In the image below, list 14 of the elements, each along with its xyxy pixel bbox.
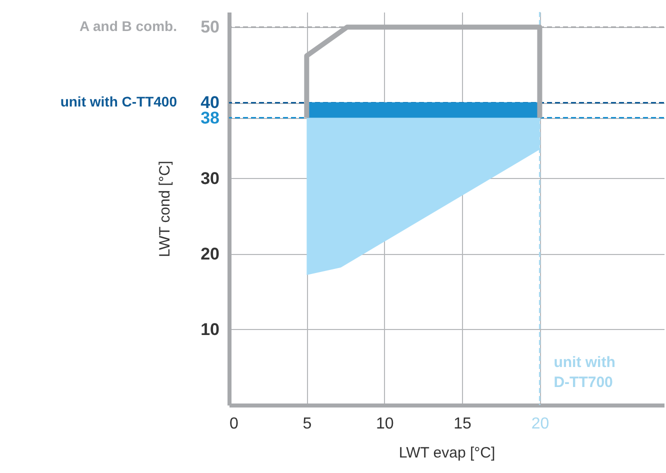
y-axis-title: LWT cond [°C]: [156, 160, 174, 258]
y-tick-label: 50: [200, 18, 220, 37]
x-tick-label: 0: [230, 416, 238, 432]
ref-line-label: A and B comb.: [80, 18, 177, 34]
y-tick-label: 10: [200, 320, 220, 339]
y-tick-label: 30: [200, 168, 220, 188]
x-tick-label: 10: [376, 416, 394, 432]
x-axis-title: LWT evap [°C]: [398, 444, 496, 462]
y-tick-label: 20: [200, 244, 220, 264]
x-tick-label: 15: [454, 416, 472, 432]
ref-line-label: unit with D-TT700: [554, 354, 616, 391]
ref-line-label: unit with C-TT400: [60, 94, 178, 110]
x-tick-label: 20: [531, 416, 550, 432]
x-tick-label: 5: [302, 416, 312, 432]
